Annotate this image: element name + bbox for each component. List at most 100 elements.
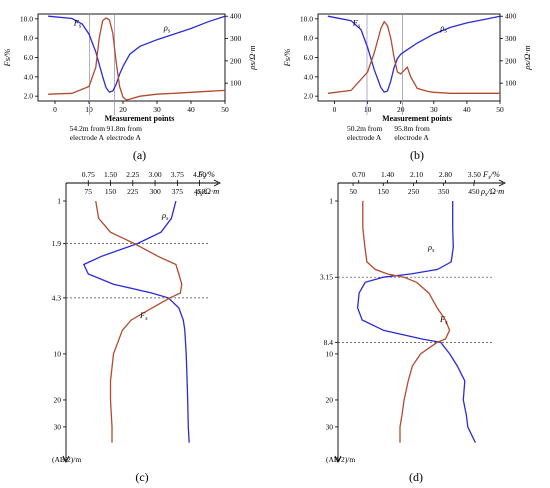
- f-tick-label: 0.75: [82, 170, 95, 179]
- left-axis-title: Fs/%: [2, 49, 12, 68]
- depth-tick-label: 30: [54, 422, 62, 431]
- depth-axis-title: (AB/2)/m: [52, 455, 81, 464]
- x-axis-title: Measurement points: [382, 114, 452, 123]
- top-axis-arrow: [213, 179, 222, 187]
- left-tick-label: 4.0: [24, 72, 34, 81]
- right-tick-label: 200: [505, 56, 517, 65]
- x-axis-title: Measurement points: [105, 114, 175, 123]
- panel-caption: (d): [409, 470, 423, 484]
- left-tick-label: 2.0: [304, 92, 314, 101]
- right-tick-label: 300: [505, 34, 517, 43]
- rho-series-label: ρs: [427, 242, 435, 254]
- fs-series-label: Fs: [73, 18, 82, 30]
- rho-tick-label: 225: [127, 187, 139, 196]
- marker-label: electrode A: [107, 133, 142, 142]
- rho-series-label: ρs: [163, 23, 171, 35]
- top-axis-arrow: [498, 179, 507, 187]
- fs-series-label: Fs: [352, 18, 361, 30]
- fs-series-label: Fs: [439, 314, 448, 326]
- fs-series-line: [327, 20, 500, 94]
- depth-axis-arrow: [334, 455, 342, 464]
- x-tick-label: 50: [496, 105, 504, 114]
- rho-series-line: [327, 15, 501, 93]
- f-tick-label: 3.50: [468, 170, 481, 179]
- left-tick-label: 2.0: [24, 92, 34, 101]
- right-tick-label: 200: [230, 56, 242, 65]
- panel-caption: (c): [135, 470, 148, 484]
- depth-axis-arrow: [62, 455, 70, 464]
- right-tick-label: 400: [505, 12, 517, 21]
- rho-tick-label: 300: [149, 187, 161, 196]
- rho-tick-label: 250: [408, 187, 420, 196]
- plot-frame: [37, 13, 226, 102]
- chart-panel-c: 0.75 1.50 2.25 3.00 3.75 4.50 75 150 225 300 375 45…: [52, 169, 222, 484]
- depth-axis-title: (AB/2)/m: [326, 455, 355, 464]
- rho-tick-label: 450: [468, 187, 480, 196]
- f-tick-label: 1.50: [104, 170, 117, 179]
- x-tick-label: 30: [153, 105, 161, 114]
- x-tick-label: 50: [221, 105, 229, 114]
- x-tick-label: 20: [397, 105, 405, 114]
- depth-tick-label: 10: [54, 349, 62, 358]
- f-tick-label: 3.00: [149, 170, 162, 179]
- panel-caption: (a): [133, 148, 146, 162]
- marker-label: 54.2m from: [70, 124, 106, 133]
- left-tick-label: 10.0: [300, 14, 313, 23]
- marker-label: 95.8m from: [394, 124, 430, 133]
- fs-series-line: [95, 200, 183, 443]
- x-tick-label: 10: [364, 105, 372, 114]
- f-tick-label: 2.10: [410, 170, 423, 179]
- f-tick-label: 2.25: [126, 170, 139, 179]
- depth-tick-label: 10: [326, 349, 334, 358]
- marker-label: electrode A: [347, 133, 382, 142]
- rho-tick-label: 150: [105, 187, 117, 196]
- x-tick-label: 10: [85, 105, 93, 114]
- left-tick-label: 10.0: [20, 14, 33, 23]
- x-tick-label: 20: [119, 105, 127, 114]
- rho-axis-title: ρs/Ω·m: [195, 186, 219, 198]
- marker-label: electrode A: [70, 133, 105, 142]
- panel-caption: (b): [410, 148, 424, 162]
- x-tick-label: 0: [53, 105, 57, 114]
- left-tick-label: 6.0: [304, 53, 314, 62]
- chart-panel-b: 0 10 20 30 40 50 2.0 4.0 6.0 8.0 10.0 100 200 300 400 5…: [282, 12, 532, 162]
- depth-tick-label: 20: [326, 395, 334, 404]
- depth-tick-label: 1: [329, 197, 333, 206]
- marker-label: 91.8m from: [107, 124, 143, 133]
- f-axis-title: Fs/%: [482, 169, 500, 181]
- plot-frame: [317, 13, 501, 102]
- depth-tick-label: 20: [54, 395, 62, 404]
- right-axis-title: ρs/Ω·m: [247, 45, 257, 70]
- depth-tick-label: 1.9: [52, 239, 62, 248]
- x-tick-label: 40: [187, 105, 195, 114]
- fs-series-line: [48, 17, 226, 101]
- left-tick-label: 8.0: [304, 34, 314, 43]
- f-axis-title: Fs/%: [197, 169, 215, 181]
- x-tick-label: 30: [430, 105, 438, 114]
- depth-tick-label: 1: [57, 197, 61, 206]
- rho-series-label: ρs: [439, 23, 447, 35]
- marker-label: electrode A: [394, 133, 429, 142]
- f-tick-label: 3.75: [171, 170, 184, 179]
- depth-tick-label: 8.4: [324, 338, 334, 347]
- f-tick-label: 0.70: [352, 170, 365, 179]
- rho-series-line: [356, 201, 476, 443]
- rho-series-line: [82, 200, 190, 443]
- rho-tick-label: 75: [85, 187, 93, 196]
- chart-panel-a: 0 10 20 30 40 50 2.0 4.0 6.0 8.0 10.0 100 200 300 400 5…: [2, 12, 257, 162]
- right-tick-label: 100: [505, 79, 517, 88]
- rho-series-line: [48, 15, 226, 93]
- rho-tick-label: 150: [378, 187, 390, 196]
- depth-tick-label: 3.15: [320, 273, 333, 282]
- left-tick-label: 6.0: [24, 53, 34, 62]
- rho-series-label: ρs: [161, 210, 169, 222]
- rho-axis-title: ρs/Ω·m: [480, 186, 504, 198]
- right-tick-label: 400: [230, 12, 242, 21]
- right-tick-label: 300: [230, 34, 242, 43]
- rho-tick-label: 50: [349, 187, 357, 196]
- x-tick-label: 40: [463, 105, 471, 114]
- rho-tick-label: 450: [194, 187, 206, 196]
- left-tick-label: 8.0: [24, 34, 34, 43]
